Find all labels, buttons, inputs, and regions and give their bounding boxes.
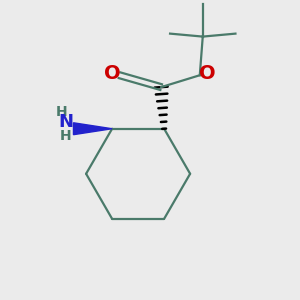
Text: O: O (199, 64, 215, 83)
Text: N: N (58, 113, 74, 131)
Text: H: H (56, 105, 68, 119)
Text: O: O (104, 64, 120, 83)
Polygon shape (74, 123, 112, 135)
Text: H: H (60, 129, 72, 143)
